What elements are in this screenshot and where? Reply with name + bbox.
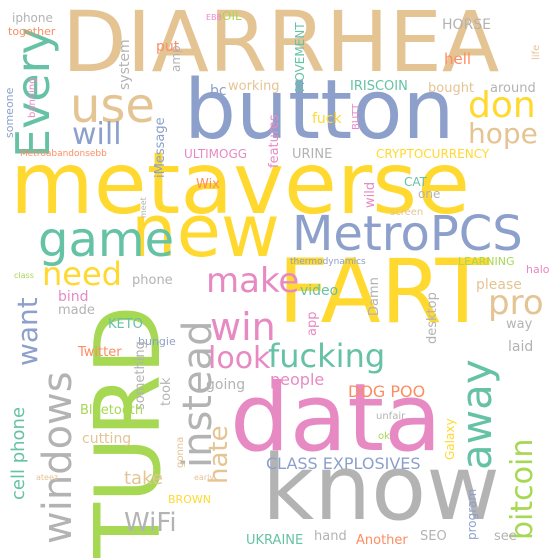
word-don: don	[468, 85, 536, 126]
word-ukraine: UKRAINE	[246, 533, 304, 548]
word-dog-poo: DOG POO	[348, 382, 426, 401]
word-cutting: cutting	[82, 431, 132, 447]
word-wifi: WiFi	[124, 508, 177, 538]
word-ultimogg: ULTIMOGG	[184, 147, 248, 161]
word-galaxy: Galaxy	[443, 418, 457, 460]
word-make: make	[206, 261, 300, 301]
word-hell: hell	[444, 50, 472, 68]
word-video: video	[300, 283, 339, 299]
word-unfair: unfair	[376, 411, 406, 422]
word-screen: screen	[390, 207, 424, 218]
word-urine: URINE	[292, 147, 333, 162]
word-fart: FART	[278, 240, 490, 343]
word-put: put	[156, 39, 180, 55]
word-bought: bought	[428, 81, 475, 96]
word-seo: SEO	[420, 529, 447, 544]
word-metaverse: metaverse	[10, 134, 470, 234]
word-iriscoin: IRISCOIN	[350, 79, 408, 94]
word-bind: bind	[58, 289, 89, 305]
word-class-explosives: CLASS EXPLOSIVES	[266, 454, 421, 473]
word-app: app	[305, 311, 320, 336]
word-fucking: fucking	[268, 337, 386, 375]
word-features: features	[267, 114, 282, 168]
word-program: program	[465, 488, 479, 540]
word-brown: BROWN	[168, 493, 211, 506]
word-oil: OIL	[222, 9, 242, 23]
word-meet: meet	[139, 197, 148, 218]
word-fuck: fuck	[312, 111, 342, 127]
word-hope: hope	[468, 117, 538, 150]
word-life: life	[531, 44, 542, 60]
word-halo: halo	[526, 263, 550, 276]
word-people: people	[270, 370, 325, 389]
word-banning: banning	[27, 77, 38, 118]
word-around: around	[490, 81, 536, 96]
word-metropcs: MetroPCS	[292, 206, 523, 262]
word-wild: wild	[363, 181, 378, 208]
word-phone: phone	[132, 273, 173, 288]
word-keto: KETO	[108, 317, 143, 332]
word-laid: laid	[508, 339, 534, 355]
word-another: Another	[356, 533, 408, 548]
word-way: way	[506, 317, 533, 332]
word-iphone: iphone	[12, 11, 53, 25]
word-new: new	[131, 189, 280, 273]
word-amp: amp	[169, 45, 183, 72]
word-made: made	[58, 303, 95, 318]
word-something: something	[133, 341, 148, 410]
word-gonna: gonna	[175, 436, 186, 468]
word-button: button	[184, 63, 455, 158]
word-working: working	[228, 79, 280, 94]
word-game: game	[38, 212, 175, 268]
word-want: want	[11, 297, 44, 366]
word-ebb: EBB	[206, 13, 223, 22]
word-learning: LEARNING	[458, 255, 515, 268]
word-cell-phone: cell phone	[8, 406, 29, 500]
word-see: see	[494, 529, 517, 544]
word-bungie: bungie	[138, 335, 176, 348]
word-wix: Wix	[196, 177, 220, 192]
word-ateez: ateez	[36, 473, 59, 482]
word-going: going	[206, 377, 246, 393]
word-data: data	[230, 364, 442, 473]
word-cat: CAT	[404, 175, 427, 189]
word-together: together	[8, 25, 56, 38]
word-twitter: Twitter	[78, 345, 122, 360]
word-win: win	[210, 305, 276, 349]
word-bc: bc	[210, 83, 227, 99]
word-bluetooth: Bluetooth	[80, 403, 144, 418]
word-please: please	[476, 277, 522, 293]
word-hand: hand	[314, 529, 347, 544]
word-one: one	[418, 187, 441, 201]
word-imessage: iMessage	[153, 117, 168, 178]
word-need: need	[42, 255, 122, 293]
word-know: know	[262, 436, 500, 541]
word-thermodynamics: thermodynamics	[290, 257, 366, 267]
word-system: system	[117, 39, 133, 90]
word-will: will	[72, 117, 122, 152]
word-early: early	[194, 473, 215, 482]
word-use: use	[70, 78, 155, 134]
word-diarrhea: DIARRHEA	[62, 0, 500, 91]
word-metroabandonsebb: Metroabandonsebb	[20, 149, 107, 159]
word-take: take	[124, 468, 163, 489]
word-took: took	[159, 377, 174, 406]
word-horse: HORSE	[442, 17, 492, 33]
word-desktop: desktop	[425, 292, 440, 344]
word-someone: someone	[3, 87, 16, 138]
word-class: class	[14, 271, 34, 280]
word-cryptocurrency: CRYPTOCURRENCY	[376, 147, 490, 161]
word-look: look	[208, 341, 271, 376]
word-butt: BUTT	[351, 103, 362, 130]
word-windows: windows	[35, 371, 81, 544]
word-away: away	[452, 359, 501, 470]
word-ok: ok	[378, 431, 390, 442]
word-bitcoin: bitcoin	[505, 438, 540, 540]
word-pro: pro	[488, 283, 544, 323]
word-damn: Damn	[367, 277, 382, 316]
word-movement: MOVEMENT	[293, 22, 307, 92]
